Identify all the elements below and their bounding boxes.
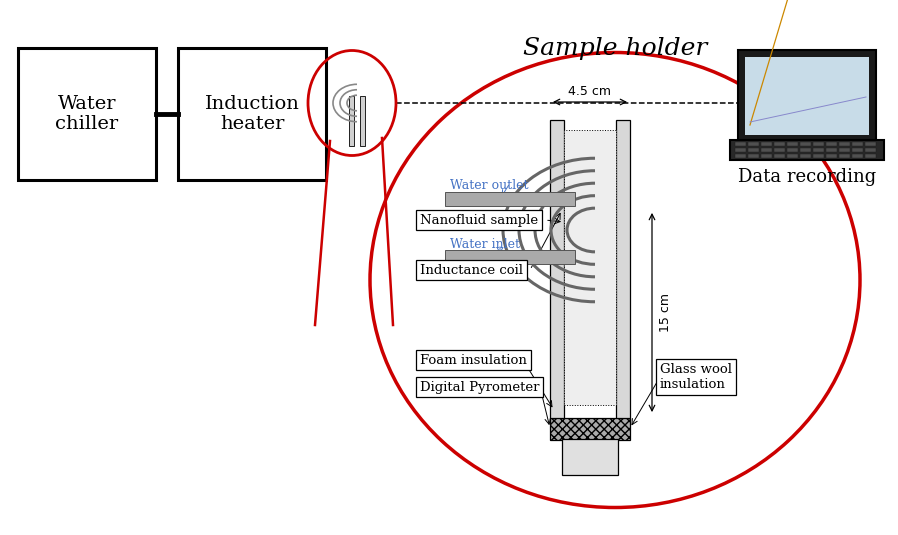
Bar: [826, 154, 837, 158]
Bar: [852, 142, 863, 146]
Bar: [349, 96, 354, 146]
Text: 4.5 cm: 4.5 cm: [568, 85, 612, 98]
Bar: [748, 148, 759, 152]
Bar: [865, 154, 876, 158]
Bar: [735, 148, 746, 152]
Bar: [360, 96, 365, 146]
Bar: [800, 148, 811, 152]
Bar: [774, 154, 785, 158]
Bar: [745, 57, 869, 135]
Bar: [445, 192, 575, 206]
Text: 15 cm: 15 cm: [659, 293, 672, 332]
Bar: [787, 154, 798, 158]
Bar: [852, 148, 863, 152]
Bar: [178, 48, 326, 180]
Bar: [826, 142, 837, 146]
Bar: [748, 142, 759, 146]
Text: Glass wool
insulation: Glass wool insulation: [660, 363, 732, 391]
Bar: [774, 148, 785, 152]
Text: Inductance coil: Inductance coil: [420, 264, 523, 277]
Bar: [839, 142, 850, 146]
Bar: [787, 148, 798, 152]
Bar: [564, 130, 616, 405]
Text: Sample holder: Sample holder: [523, 37, 708, 60]
Bar: [813, 148, 824, 152]
Bar: [839, 154, 850, 158]
Bar: [826, 148, 837, 152]
Bar: [839, 148, 850, 152]
Bar: [748, 154, 759, 158]
Bar: [562, 439, 618, 475]
Bar: [761, 148, 772, 152]
Text: Digital Pyrometer: Digital Pyrometer: [420, 380, 540, 394]
Bar: [445, 250, 575, 264]
Text: Water outlet: Water outlet: [450, 179, 529, 192]
Bar: [18, 48, 156, 180]
Bar: [730, 140, 884, 160]
Bar: [865, 142, 876, 146]
Bar: [865, 148, 876, 152]
Text: Data recording: Data recording: [738, 168, 876, 186]
Bar: [852, 154, 863, 158]
Bar: [800, 142, 811, 146]
Bar: [616, 120, 630, 420]
Text: Water inlet: Water inlet: [450, 238, 520, 250]
Bar: [800, 154, 811, 158]
Bar: [813, 142, 824, 146]
Bar: [761, 154, 772, 158]
Bar: [735, 142, 746, 146]
Bar: [787, 142, 798, 146]
Bar: [738, 50, 876, 142]
Bar: [774, 142, 785, 146]
Text: Induction
heater: Induction heater: [205, 95, 299, 133]
Text: Water
chiller: Water chiller: [56, 95, 119, 133]
Bar: [761, 142, 772, 146]
Bar: [550, 418, 630, 440]
Bar: [813, 154, 824, 158]
Bar: [550, 120, 564, 420]
Text: Nanofluid sample: Nanofluid sample: [420, 213, 538, 226]
Text: Foam insulation: Foam insulation: [420, 354, 527, 366]
Bar: [735, 154, 746, 158]
